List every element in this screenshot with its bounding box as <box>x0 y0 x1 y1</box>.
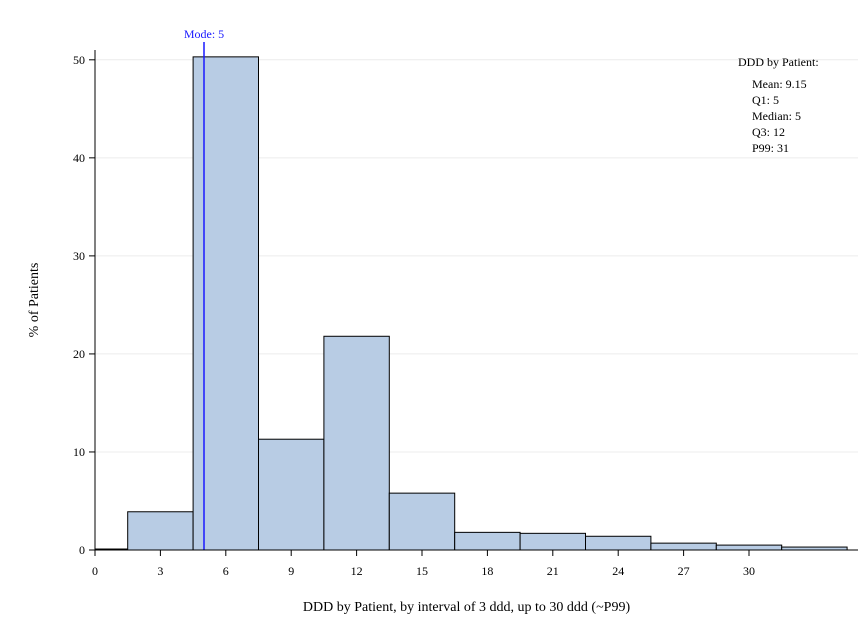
y-tick-label: 0 <box>79 543 85 557</box>
stats-median: Median: 5 <box>752 109 801 123</box>
histogram-bar <box>454 531 521 551</box>
histogram-bar <box>519 532 586 551</box>
histogram-bar <box>585 535 652 551</box>
x-axis-label: DDD by Patient, by interval of 3 ddd, up… <box>303 600 631 615</box>
histogram-bar <box>650 542 717 551</box>
x-tick-label: 9 <box>288 564 294 578</box>
histogram-bar <box>388 492 456 551</box>
axes <box>94 50 858 551</box>
x-tick-label: 18 <box>481 564 493 578</box>
y-tick-label: 30 <box>73 249 85 263</box>
x-ticks: 0 3 6 9 12 15 18 21 24 27 30 <box>92 550 755 578</box>
x-tick-label: 15 <box>416 564 428 578</box>
x-tick-label: 12 <box>351 564 363 578</box>
stats-box: DDD by Patient: Mean: 9.15 Q1: 5 Median:… <box>738 55 819 155</box>
histogram-bar <box>127 511 194 551</box>
stats-p99: P99: 31 <box>752 141 789 155</box>
x-tick-label: 0 <box>92 564 98 578</box>
y-tick-label: 40 <box>73 151 85 165</box>
histogram-bar <box>323 335 390 551</box>
x-tick-label: 3 <box>157 564 163 578</box>
mode-indicator: Mode: 5 <box>184 27 224 550</box>
y-tick-label: 50 <box>73 53 85 67</box>
y-tick-label: 10 <box>73 445 85 459</box>
x-tick-label: 30 <box>743 564 755 578</box>
mode-label: Mode: 5 <box>184 27 224 41</box>
stats-q1: Q1: 5 <box>752 93 779 107</box>
stats-q3: Q3: 12 <box>752 125 785 139</box>
histogram-bar <box>715 544 783 551</box>
x-tick-label: 24 <box>612 564 624 578</box>
y-axis-label: % of Patients <box>27 263 42 338</box>
y-tick-label: 20 <box>73 347 85 361</box>
y-ticks: 0 10 20 30 40 50 <box>73 53 95 557</box>
x-tick-label: 27 <box>678 564 690 578</box>
x-tick-label: 6 <box>223 564 229 578</box>
histogram-bar <box>192 56 260 551</box>
x-tick-label: 21 <box>547 564 559 578</box>
stats-mean: Mean: 9.15 <box>752 77 807 91</box>
stats-title: DDD by Patient: <box>738 55 819 69</box>
bars <box>94 56 848 551</box>
histogram-bar <box>258 438 325 551</box>
